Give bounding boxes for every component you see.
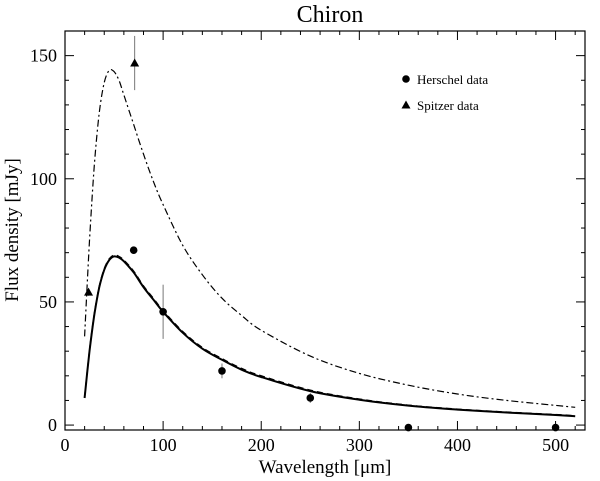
tick-marks: [64, 30, 585, 430]
x-tick-label: 100: [150, 435, 177, 455]
x-tick-label: 200: [248, 435, 275, 455]
herschel-point: [129, 246, 138, 255]
model-curves: [83, 68, 576, 418]
chart-title: Chiron: [297, 2, 364, 28]
y-tick-labels: 0 50 100 150: [30, 46, 57, 435]
x-tick-label: 0: [61, 435, 70, 455]
plot-frame: [64, 30, 586, 431]
legend: Herschel data Spitzer data: [401, 72, 488, 113]
legend-herschel-marker: [402, 75, 410, 83]
curve-solid: [83, 255, 576, 418]
spitzer-point: [130, 58, 140, 67]
herschel-point: [159, 307, 167, 316]
x-axis-label: Wavelength [μm]: [259, 457, 392, 478]
curve-dashed: [83, 254, 576, 417]
legend-spitzer-label: Spitzer data: [417, 98, 479, 113]
legend-herschel-label: Herschel data: [417, 72, 488, 87]
y-tick-label: 0: [48, 415, 57, 435]
x-tick-label: 300: [346, 435, 373, 455]
herschel-point: [404, 423, 413, 432]
herschel-point: [306, 394, 315, 402]
herschel-point: [218, 367, 226, 375]
spitzer-point: [84, 287, 94, 296]
herschel-point: [551, 423, 560, 432]
x-tick-label: 400: [444, 435, 471, 455]
y-tick-label: 50: [39, 292, 57, 312]
y-axis-label: Flux density [mJy]: [2, 158, 23, 302]
curve-dash-dot: [84, 68, 576, 408]
x-tick-label: 500: [542, 435, 569, 455]
y-tick-label: 150: [30, 46, 57, 66]
data-points: [84, 35, 560, 432]
legend-spitzer-marker: [401, 100, 411, 109]
x-tick-labels: 0 100 200 300 400 500: [61, 435, 570, 455]
y-tick-label: 100: [30, 169, 57, 189]
